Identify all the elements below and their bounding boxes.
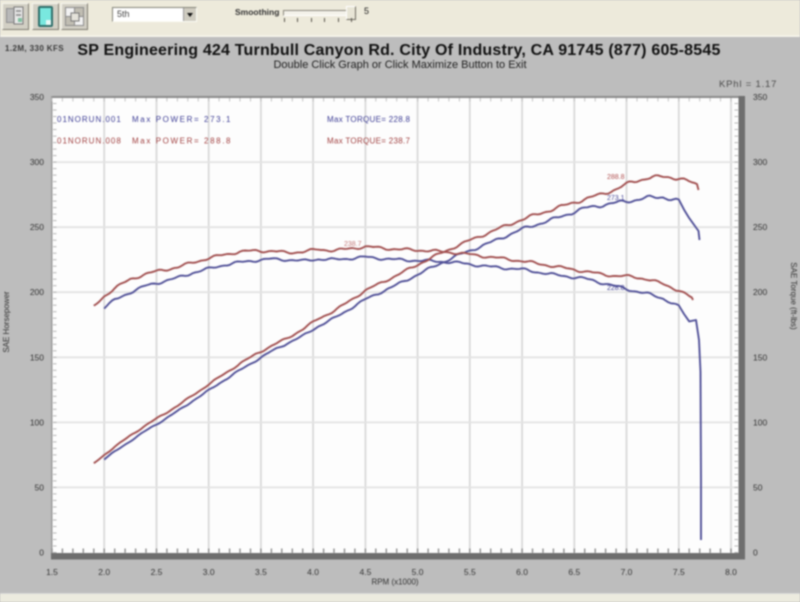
svg-text:0: 0 [753,548,758,558]
svg-text:350: 350 [30,92,44,102]
svg-text:150: 150 [30,352,44,362]
svg-text:288.8: 288.8 [607,174,625,181]
svg-text:300: 300 [753,157,767,167]
svg-text:7.0: 7.0 [621,567,633,577]
svg-text:RPM (x1000): RPM (x1000) [371,578,418,587]
svg-text:250: 250 [30,222,44,232]
svg-text:1.5: 1.5 [46,567,58,577]
svg-text:4.5: 4.5 [359,567,371,577]
svg-text:150: 150 [753,352,767,362]
svg-text:2.5: 2.5 [151,567,163,577]
svg-text:0: 0 [39,548,44,558]
svg-text:6.5: 6.5 [568,567,580,577]
svg-text:200: 200 [30,287,44,297]
svg-text:KPhl = 1.17: KPhl = 1.17 [719,79,777,90]
svg-text:228.8: 228.8 [607,285,625,292]
svg-text:5.5: 5.5 [464,567,476,577]
svg-text:SP Engineering 424 Turnbull Ca: SP Engineering 424 Turnbull Canyon Rd. C… [77,42,720,59]
svg-text:SAE Torque (ft-lbs): SAE Torque (ft-lbs) [789,262,798,330]
svg-text:01NORUN.008: 01NORUN.008 [57,137,122,146]
svg-text:350: 350 [753,92,767,102]
svg-text:2.0: 2.0 [98,567,110,577]
svg-text:Double Click Graph or Click Ma: Double Click Graph or Click Maximize But… [273,59,526,71]
svg-text:200: 200 [753,287,767,297]
svg-text:273.1: 273.1 [607,195,625,202]
svg-text:SAE Horsepower: SAE Horsepower [2,291,11,353]
svg-text:50: 50 [35,482,45,492]
svg-text:5.0: 5.0 [412,567,424,577]
svg-text:8.0: 8.0 [725,567,737,577]
svg-text:Max TORQUE= 228.8: Max TORQUE= 228.8 [327,115,411,124]
svg-text:300: 300 [30,157,44,167]
svg-text:Max TORQUE= 238.7: Max TORQUE= 238.7 [327,137,411,146]
svg-text:3.0: 3.0 [203,567,215,577]
svg-text:Max POWER= 288.8: Max POWER= 288.8 [132,137,232,146]
svg-text:7.5: 7.5 [673,567,685,577]
svg-text:01NORUN.001: 01NORUN.001 [57,115,122,124]
svg-text:6.0: 6.0 [516,567,528,577]
svg-text:1.2M, 330 KFS: 1.2M, 330 KFS [5,44,64,53]
svg-text:100: 100 [30,417,44,427]
svg-text:Max POWER= 273.1: Max POWER= 273.1 [132,115,232,124]
svg-text:3.5: 3.5 [255,567,267,577]
svg-text:4.0: 4.0 [307,567,319,577]
svg-text:250: 250 [753,222,767,232]
svg-text:100: 100 [753,417,767,427]
svg-text:50: 50 [753,482,763,492]
svg-text:238.7: 238.7 [344,241,362,248]
